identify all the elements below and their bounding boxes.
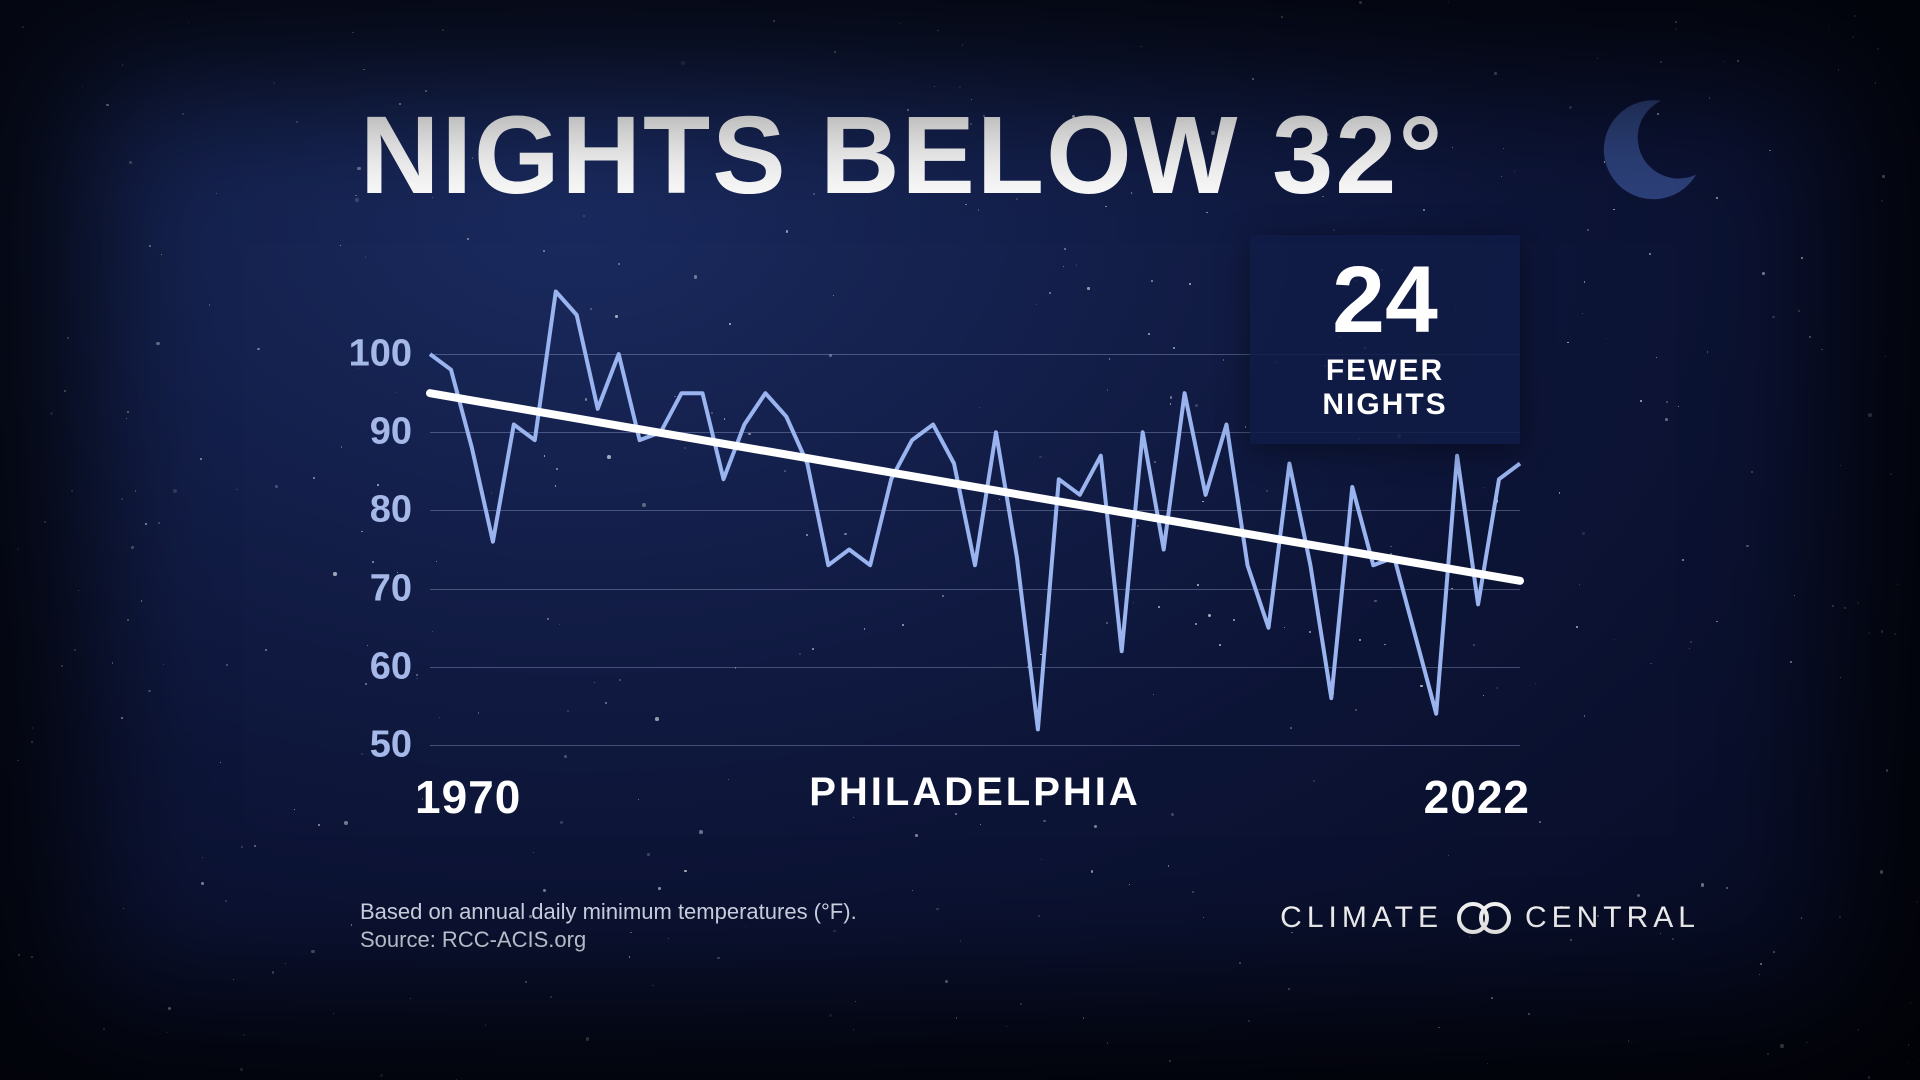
moon-icon bbox=[1595, 92, 1705, 202]
brand-right-text: CENTRAL bbox=[1525, 901, 1700, 935]
x-axis-start-label: 1970 bbox=[415, 770, 521, 824]
y-tick-label: 50 bbox=[370, 724, 412, 767]
callout-number: 24 bbox=[1260, 253, 1510, 348]
y-tick-label: 70 bbox=[370, 567, 412, 610]
x-axis-end-label: 2022 bbox=[1424, 770, 1530, 824]
y-tick-label: 80 bbox=[370, 489, 412, 532]
brand-left-text: CLIMATE bbox=[1280, 901, 1443, 935]
footnote: Based on annual daily minimum temperatur… bbox=[360, 898, 857, 953]
gridline bbox=[430, 745, 1520, 746]
x-axis-center-label: PHILADELPHIA bbox=[809, 770, 1141, 815]
callout-label: FEWER NIGHTS bbox=[1260, 354, 1510, 422]
y-tick-label: 60 bbox=[370, 645, 412, 688]
line-chart: 5060708090100 1970 PHILADELPHIA 2022 24 … bbox=[430, 315, 1520, 745]
y-tick-label: 90 bbox=[370, 411, 412, 454]
footnote-line1: Based on annual daily minimum temperatur… bbox=[360, 898, 857, 926]
brand-logo-icon bbox=[1455, 900, 1513, 936]
brand-attribution: CLIMATE CENTRAL bbox=[1280, 900, 1700, 936]
callout-box: 24 FEWER NIGHTS bbox=[1250, 235, 1520, 444]
y-tick-label: 100 bbox=[349, 333, 412, 376]
chart-title: NIGHTS BELOW 32° bbox=[360, 92, 1444, 219]
footnote-line2: Source: RCC-ACIS.org bbox=[360, 926, 857, 954]
